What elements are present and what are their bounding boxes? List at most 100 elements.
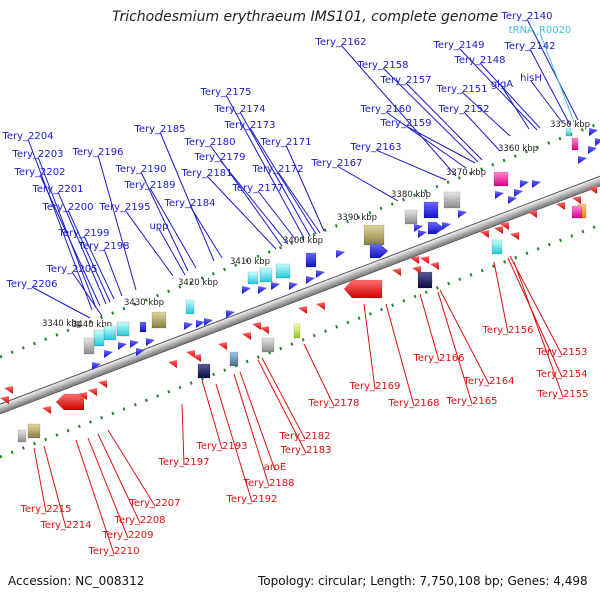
forward-gene-arrow: [369, 243, 389, 259]
reverse-gene-arrow: [4, 386, 13, 394]
leader-line: [37, 156, 97, 309]
gene-label-text: upp: [149, 221, 168, 232]
forward-gene-block: [275, 263, 291, 279]
gene-label-trna-r0020: tRNA_R0020: [509, 25, 575, 123]
leader-line: [261, 357, 306, 440]
gene-label-tery-2181: Tery_2181: [180, 168, 277, 250]
leader-line: [463, 111, 501, 152]
backbone-edge: [0, 171, 600, 421]
gene-label-text: Tery_2208: [113, 515, 165, 526]
leader-line: [43, 445, 67, 529]
forward-gene-arrow: [316, 270, 325, 278]
leader-line: [513, 261, 564, 398]
forward-gene-arrow: [414, 224, 423, 232]
leader-line: [71, 271, 103, 317]
forward-gene-arrow: [520, 180, 529, 188]
gene-label-tery-2166: Tery_2166: [412, 293, 465, 364]
gene-label-tery-2164: Tery_2164: [439, 289, 515, 387]
gene-label-text: Tery_2152: [437, 104, 489, 115]
figure-title: Trichodesmium erythraeum IMS101, complet…: [112, 9, 499, 25]
forward-gene-block: [571, 137, 579, 151]
leader-line: [249, 127, 317, 235]
leader-line: [405, 82, 483, 161]
leader-line: [530, 80, 563, 123]
gene-label-text: Tery_2205: [45, 264, 97, 275]
gene-label-text: Tery_2165: [445, 396, 497, 407]
gene-label-tery-2160: Tery_2160: [359, 104, 467, 169]
gene-label-tery-2189: Tery_2189: [123, 180, 197, 269]
reverse-gene-block: [417, 271, 433, 289]
leader-line: [103, 248, 123, 297]
forward-gene-block: [151, 311, 167, 329]
reverse-gene-arrow: [298, 306, 307, 314]
leader-line: [67, 209, 111, 303]
gene-label-tery-2156: Tery_2156: [481, 261, 534, 336]
leader-line: [507, 257, 563, 378]
gene-label-text: Tery_2158: [356, 60, 408, 71]
leader-line: [336, 165, 399, 202]
gene-label-text: Tery_2203: [11, 149, 63, 160]
gene-label-tery-2174: Tery_2174: [213, 104, 311, 237]
tick-label-3390-kbp: 3390 kbp: [337, 213, 377, 223]
leader-line: [382, 67, 479, 163]
leader-line: [201, 379, 223, 450]
gene-label-tery-2178: Tery_2178: [303, 343, 360, 409]
leader-line: [529, 48, 571, 126]
leader-line: [340, 44, 457, 177]
gene-label-tery-2209: Tery_2209: [87, 437, 154, 541]
gene-label-text: Tery_2195: [98, 202, 150, 213]
gene-label-tery-2207: Tery_2207: [107, 429, 181, 509]
gene-label-tery-2215: Tery_2215: [19, 447, 72, 515]
gene-label-text: Tery_2171: [259, 137, 311, 148]
gene-label-text: Tery_2169: [348, 381, 400, 392]
leader-line: [385, 111, 467, 169]
leader-line: [239, 371, 276, 471]
forward-gene-block: [185, 299, 195, 315]
reverse-gene-arrow: [572, 196, 581, 204]
reverse-gene-block: [17, 429, 27, 443]
reverse-gene-arrow: [242, 332, 251, 340]
gene-label-text: Tery_2178: [307, 398, 359, 409]
leader-line: [225, 94, 305, 239]
genome-backbone: [0, 162, 600, 421]
gene-label-tery-2182: Tery_2182: [261, 357, 331, 442]
gene-label-tery-2173: Tery_2173: [223, 120, 317, 235]
forward-gene-block: [139, 321, 147, 333]
gene-label-tery-2168: Tery_2168: [385, 303, 440, 409]
gene-label-text: Tery_2202: [13, 167, 65, 178]
gene-label-tery-2180: Tery_2180: [183, 137, 283, 247]
leader-line: [97, 433, 141, 524]
reverse-gene-arrow: [192, 354, 201, 362]
reverse-gene-arrow: [556, 202, 565, 210]
gene-label-tery-2188: Tery_2188: [233, 373, 295, 489]
gene-label-tery-2163: Tery_2163: [349, 142, 447, 181]
forward-gene-arrow: [118, 342, 127, 350]
gene-label-text: Tery_2167: [310, 158, 362, 169]
gene-label-tery-2167: Tery_2167: [310, 158, 399, 202]
gene-label-tery-2210: Tery_2210: [75, 439, 140, 557]
reverse-gene-block: [571, 205, 583, 219]
gene-label-text: hisH: [520, 73, 542, 84]
tick-label-3430-kbp: 3430 kbp: [124, 298, 164, 308]
gene-label-text: Tery_2190: [114, 164, 166, 175]
gene-label-text: Tery_2215: [19, 504, 71, 515]
reverse-gene-block: [293, 323, 301, 339]
gene-label-text: Tery_2185: [133, 124, 185, 135]
forward-gene-arrow: [289, 282, 298, 290]
gene-label-text: Tery_2182: [278, 431, 330, 442]
leader-line: [57, 191, 107, 305]
forward-gene-arrow: [204, 318, 213, 326]
gene-label-tery-2157: Tery_2157: [379, 75, 483, 161]
reverse-gene-arrow: [480, 230, 489, 238]
tick-label-3350-kbp: 3350 kbp: [550, 120, 590, 130]
leader-line: [31, 286, 91, 319]
leader-line: [239, 111, 311, 237]
reverse-gene-arrow: [510, 232, 519, 240]
reverse-gene-arrow: [42, 406, 51, 414]
reverse-gene-arrow: [316, 302, 325, 310]
gene-label-tery-2165: Tery_2165: [437, 291, 498, 407]
tick-label-3340-kbp: 3340 kbp: [42, 319, 82, 329]
gene-label-tery-2203: Tery_2203: [11, 149, 97, 309]
gene-label-tery-2155: Tery_2155: [513, 261, 589, 400]
gene-label-text: Tery_2173: [223, 120, 275, 131]
